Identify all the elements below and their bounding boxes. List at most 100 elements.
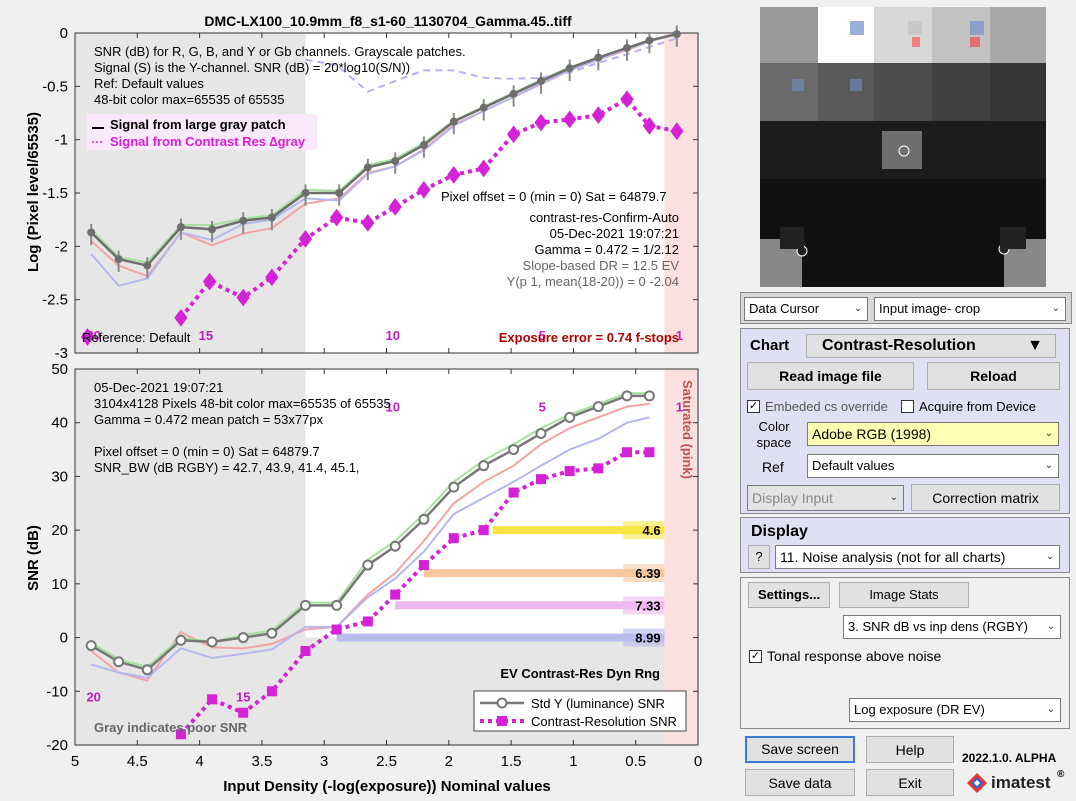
info-text: Signal (S) is the Y-channel. SNR (dB) = …: [94, 60, 410, 75]
dr-label: 8.99: [635, 631, 660, 646]
info-text: 3104x4128 Pixels 48-bit color max=65535 …: [94, 396, 391, 411]
contrast-res-snr-point: [564, 466, 575, 477]
y-tick-label: -0.5: [42, 78, 68, 95]
contrast-res-snr-point: [331, 624, 342, 635]
poor-snr-region: [75, 33, 306, 353]
contrast-res-point: [265, 268, 279, 287]
chevron-down-icon: ⌄: [1045, 551, 1055, 562]
display-input-select[interactable]: Display Input ⌄: [747, 485, 904, 511]
gray-note: Gray indicates poor SNR: [94, 720, 248, 735]
signal-gray-point: [594, 53, 603, 62]
save-screen-button[interactable]: Save screen: [745, 736, 855, 763]
image-crop-panel[interactable]: [760, 7, 1046, 287]
chevron-down-icon: ⌄: [1044, 428, 1054, 439]
acquire-checkbox[interactable]: [901, 400, 914, 413]
view-select[interactable]: Input image- crop ⌄: [874, 297, 1066, 321]
display-value: 11. Noise analysis (not for all charts): [780, 549, 1006, 565]
legend-entry: Contrast-Resolution SNR: [531, 714, 677, 729]
imatest-logo: imatest ®: [966, 769, 1072, 796]
dr-bar: [423, 569, 665, 578]
contrast-res-snr-point: [390, 589, 401, 600]
std-y-snr-point: [113, 656, 125, 668]
bottom-y-axis-label: SNR (dB): [25, 525, 42, 591]
reload-button[interactable]: Reload: [927, 362, 1060, 390]
chevron-down-icon: ⌄: [853, 303, 863, 314]
contrast-res-point: [417, 180, 431, 199]
plots-area: DMC-LX100_10.9mm_f8_s1-60_1130704_Gamma.…: [25, 13, 702, 795]
contrast-res-snr-point: [300, 646, 311, 656]
x-tick-label: 5: [71, 753, 79, 770]
contrast-res-point: [563, 110, 577, 129]
tonal-response-checkbox[interactable]: ✓: [749, 650, 762, 663]
chevron-down-icon: ⌄: [1044, 460, 1054, 471]
contrast-res-point: [388, 198, 402, 216]
contrast-res-snr-point: [478, 525, 489, 536]
contrast-res-snr-point: [644, 447, 655, 458]
correction-matrix-button[interactable]: Correction matrix: [911, 484, 1060, 511]
imatest-logo-icon: [967, 773, 987, 793]
signal-gray-point: [645, 36, 654, 45]
info-text-right: 05-Dec-2021 19:07:21: [550, 226, 679, 241]
contrast-res-point: [236, 288, 250, 307]
settings-button[interactable]: Settings...: [748, 582, 830, 608]
display-help-button[interactable]: ?: [748, 545, 770, 569]
read-image-button[interactable]: Read image file: [747, 362, 914, 390]
view-value: Input image- crop: [879, 301, 981, 316]
zone-label: 20: [86, 328, 100, 343]
saturated-region: [664, 33, 698, 353]
y-tick-label: -1.5: [42, 185, 68, 202]
x-tick-label: 0: [694, 753, 702, 770]
std-y-snr-point: [300, 599, 312, 611]
plot-frame: [74, 368, 699, 746]
channel-snr-line-2: [90, 416, 650, 679]
embedded-cs-label: Embeded cs override: [765, 399, 888, 414]
contrast-res-point: [330, 208, 344, 227]
signal-gray-point: [301, 189, 310, 197]
contrast-res-point: [447, 166, 461, 184]
exit-button[interactable]: Exit: [866, 769, 954, 796]
save-data-button[interactable]: Save data: [745, 769, 855, 796]
help-button[interactable]: Help: [866, 736, 954, 763]
chart-type-button[interactable]: Contrast-Resolution ▼: [806, 334, 1056, 358]
color-space-select[interactable]: Adobe RGB (1998) ⌄: [807, 422, 1059, 446]
cursor-mode-value: Data Cursor: [749, 301, 820, 316]
signal-gray-point: [267, 213, 276, 222]
zone-label: 10: [385, 328, 399, 343]
ref-select[interactable]: Default values ⌄: [807, 454, 1059, 478]
snr-plot-select[interactable]: 3. SNR dB vs inp dens (RGBY) ⌄: [843, 615, 1061, 639]
triangle-down-icon: ▼: [1027, 337, 1043, 354]
info-text-right: Y(p 1, mean(18-20)) = 0 -2.04: [507, 274, 679, 289]
signal-gray-point: [419, 141, 428, 149]
contrast-res-snr-point: [536, 474, 547, 485]
legend-swatch: [497, 716, 507, 726]
x-tick-label: 4: [195, 753, 203, 770]
std-y-snr-point: [206, 636, 218, 648]
image-stats-button[interactable]: Image Stats: [839, 582, 969, 608]
signal-gray-point: [391, 157, 400, 165]
signal-gray-point: [449, 117, 458, 126]
contrast-res-point: [642, 116, 657, 135]
log-exposure-select[interactable]: Log exposure (DR EV) ⌄: [849, 698, 1061, 722]
std-y-snr-point: [508, 444, 520, 456]
x-tick-label: 2.5: [376, 753, 397, 770]
display-select[interactable]: 11. Noise analysis (not for all charts) ⌄: [775, 545, 1060, 569]
x-tick-label: 0.5: [625, 753, 646, 770]
signal-gray-point: [565, 64, 574, 73]
cursor-mode-select[interactable]: Data Cursor ⌄: [744, 297, 868, 321]
contrast-res-snr-point: [266, 686, 277, 697]
x-tick-label: 3.5: [251, 753, 272, 770]
signal-gray-point: [208, 225, 217, 234]
signal-gray-point: [363, 163, 372, 172]
info-text: SNR (dB) for R, G, B, and Y or Gb channe…: [94, 44, 466, 59]
contrast-res-point: [620, 90, 634, 108]
zone-label: 1: [676, 400, 683, 415]
legend-entry: Std Y (luminance) SNR: [531, 696, 665, 711]
zone-label: 5: [539, 328, 546, 343]
signal-gray-point: [176, 223, 185, 232]
reference-label: Reference: Default: [82, 330, 191, 345]
contrast-res-point: [477, 159, 491, 178]
color-space-label: Color space: [756, 419, 792, 450]
contrast-res-point: [361, 214, 375, 232]
embedded-cs-checkbox[interactable]: ✓: [747, 400, 760, 413]
info-text: Pixel offset = 0 (min = 0) Sat = 64879.7: [94, 444, 320, 459]
